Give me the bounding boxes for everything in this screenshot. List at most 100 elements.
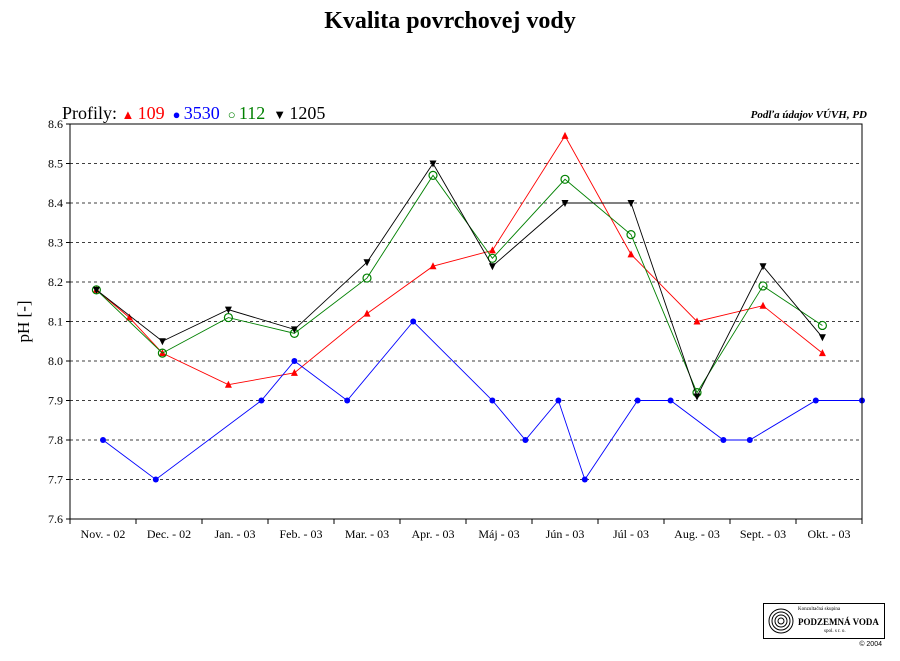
legend-item: ▲ 109 <box>122 103 165 123</box>
logo-line-3: spol. s r. o. <box>824 629 846 634</box>
data-point <box>626 230 636 240</box>
data-point <box>561 200 569 207</box>
series-1205 <box>92 160 826 401</box>
y-tick-label: 8.3 <box>48 236 63 250</box>
data-point <box>489 397 496 404</box>
data-point <box>818 334 826 342</box>
data-point <box>758 281 768 291</box>
y-tick-label: 7.6 <box>48 512 63 526</box>
data-point <box>634 397 641 404</box>
x-tick-label: Nov. - 02 <box>81 527 126 541</box>
x-tick-label: Okt. - 03 <box>808 527 851 541</box>
data-point <box>561 131 569 139</box>
y-axis-label: pH [-] <box>14 300 33 342</box>
y-tick-label: 7.9 <box>48 394 63 408</box>
x-tick-label: Apr. - 03 <box>412 527 455 541</box>
y-tick-label: 7.8 <box>48 433 63 447</box>
series-line <box>96 174 823 394</box>
data-point <box>627 200 635 207</box>
series-layer <box>91 131 865 483</box>
data-point <box>746 437 753 443</box>
x-tick-label: Feb. - 03 <box>280 527 323 541</box>
y-tick-label: 7.7 <box>48 473 63 487</box>
legend-item: ▼ 1205 <box>273 103 325 123</box>
data-point <box>152 476 159 483</box>
logo-line-2: PODZEMNÁ VODA <box>798 617 879 627</box>
legend-marker: ▼ <box>273 107 290 122</box>
legend-label: 3530 <box>183 103 220 123</box>
data-point <box>158 338 166 346</box>
series-line <box>96 134 823 386</box>
logo-line-1: Konzultačná skupina <box>798 607 841 612</box>
legend-item: ● 3530 <box>173 103 220 123</box>
series-109 <box>92 131 826 388</box>
legend-item: ○ 112 <box>228 103 265 123</box>
data-point <box>429 160 437 168</box>
legend-label: 1205 <box>289 103 326 123</box>
data-point <box>693 317 701 325</box>
data-point <box>290 368 298 376</box>
x-tick-label: Mar. - 03 <box>345 527 389 541</box>
legend-label: 112 <box>238 103 266 123</box>
legend-marker: ▲ <box>121 107 138 122</box>
data-point <box>560 174 570 184</box>
y-tick-label: 8.0 <box>48 354 63 368</box>
x-tick-label: Jún - 03 <box>546 527 585 541</box>
data-point <box>581 476 588 483</box>
data-point <box>759 301 767 309</box>
y-tick-label: 8.2 <box>48 275 63 289</box>
data-point <box>720 437 727 443</box>
data-point <box>812 397 819 404</box>
data-point <box>362 273 372 283</box>
data-point <box>817 320 828 331</box>
data-point <box>157 348 167 358</box>
series-112 <box>91 170 828 398</box>
data-point <box>363 259 371 267</box>
x-tick-label: Máj - 03 <box>478 527 519 541</box>
data-point <box>363 309 371 317</box>
chart-title: Kvalita povrchovej vody <box>324 8 576 34</box>
grid-layer <box>70 163 862 480</box>
legend-label: 109 <box>137 103 165 123</box>
data-point <box>290 326 298 334</box>
data-point <box>224 380 232 388</box>
data-point <box>488 246 496 254</box>
x-tick-label: Aug. - 03 <box>674 527 720 541</box>
data-point <box>224 306 232 314</box>
y-tick-label: 8.1 <box>48 315 63 329</box>
y-tick-label: 8.5 <box>48 157 63 171</box>
series-line <box>102 320 862 481</box>
data-point <box>488 263 496 271</box>
axis-layer: 7.6 7.7 7.8 7.9 8.0 8.1 8.2 8.3 8.4 8.5 8.6 Nov. - … <box>14 117 863 541</box>
logo-fingerprint-icon <box>768 608 794 634</box>
series-3530 <box>100 318 865 483</box>
y-tick-label: 8.6 <box>48 117 63 131</box>
x-tick-label: Jan. - 03 <box>215 527 256 541</box>
data-point <box>100 437 106 443</box>
data-point <box>667 397 674 404</box>
data-point <box>818 349 826 357</box>
data-point <box>429 262 437 270</box>
x-tick-label: Dec. - 02 <box>147 527 191 541</box>
x-tick-label: Júl - 03 <box>613 527 649 541</box>
legend-marker: ● <box>172 107 184 122</box>
series-line <box>96 162 823 398</box>
data-point <box>555 397 562 404</box>
data-point <box>344 397 351 404</box>
data-point <box>693 393 701 401</box>
legend-marker: ○ <box>227 107 239 122</box>
copyright: © 2004 <box>859 641 882 648</box>
data-point <box>627 250 635 258</box>
legend-title: Profily: <box>62 103 122 123</box>
data-point <box>410 318 417 325</box>
y-tick-label: 8.4 <box>48 196 63 210</box>
x-tick-label: Sept. - 03 <box>740 527 786 541</box>
source-note: Podľa údajov VÚVH, PD <box>750 109 867 121</box>
data-point <box>522 437 529 443</box>
legend: Profily: ▲ 109 ● 3530 ○ 112 ▼ 1205 <box>62 103 333 124</box>
data-point <box>258 397 265 404</box>
data-point <box>487 253 497 263</box>
data-point <box>759 263 767 271</box>
data-point <box>428 170 438 180</box>
